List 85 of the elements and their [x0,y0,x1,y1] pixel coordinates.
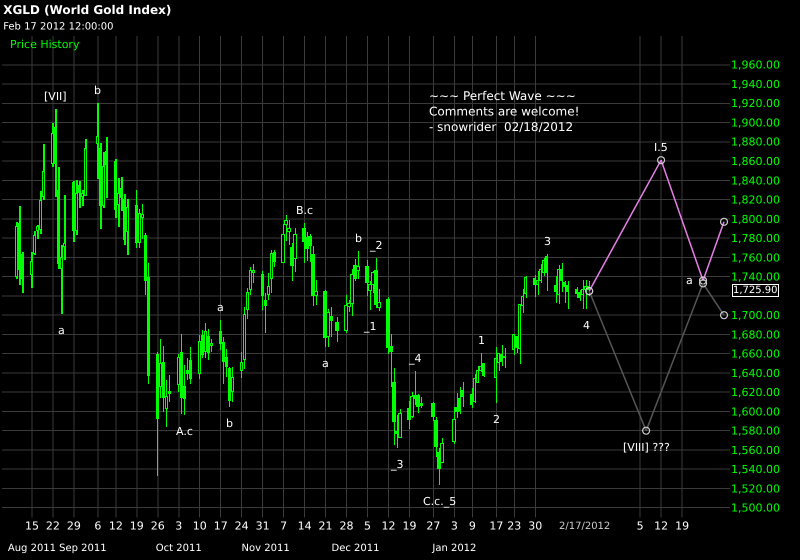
x-tick-label: 22 [46,519,60,532]
candlestick [503,348,506,368]
x-tick-label: 3 [450,519,458,532]
x-tick-label: 30 [528,519,542,532]
x-tick-label: 19 [675,519,690,532]
annotation: _1 [363,320,376,333]
x-tick-label: 15 [24,519,39,532]
y-tick-label: 1,800.00 [731,212,780,226]
annotation: a [58,324,65,337]
x2-tick-label: Dec 2011 [332,543,380,554]
annotation: 2 [493,413,500,426]
x-tick-label: 12 [108,519,123,532]
x2-tick-label: Oct 2011 [156,543,202,554]
annotation: B.c [296,204,314,217]
annotation: 1 [478,334,485,347]
annotation: a [686,274,693,287]
y-tick-label: 1,600.00 [731,405,780,418]
x-tick-label: 14 [298,519,312,532]
x-tick-label: 26 [150,519,165,532]
x-tick-label: 17 [214,519,228,532]
y-tick-label: 1,740.00 [731,270,780,284]
annotation: b [355,232,362,245]
x-tick-label: 24 [234,519,249,532]
x-tick-label: 21 [318,519,333,532]
y-tick-label: 1,760.00 [731,251,780,264]
y-tick-label: 1,520.00 [731,482,780,496]
y-tick-label: 1,620.00 [731,386,780,400]
x-tick-label: 29 [66,519,81,532]
annotation: b [226,417,233,430]
annotation: ~~~ Perfect Wave ~~~ Comments are welcome! - snowrider 02/18/2012 [429,89,580,134]
x-tick-label: 5 [364,519,371,532]
annotation: C.c._5 [423,495,456,508]
y-tick-label: 1,640.00 [731,366,780,380]
x-tick-label: 12 [381,519,396,532]
x-tick-label: 5 [636,519,644,532]
y-tick-label: 1,660.00 [731,348,780,361]
x2-tick-label: Sep 2011 [59,543,107,554]
y-tick-label: 1,560.00 [731,444,780,457]
text: 1,725.90 [733,285,778,296]
x-tick-label: 7 [280,519,288,532]
chart-title: XGLD (World Gold Index) [3,3,172,17]
y-tick-label: 1,860.00 [731,154,780,168]
chart-subtitle: Feb 17 2012 12:00:00 [3,22,114,33]
x2-tick-label: Nov 2011 [242,543,290,554]
x-tick-label: 9 [468,519,476,532]
annotation: _2 [369,239,382,252]
annotation: [VII] [44,90,67,103]
y-tick-label: 1,840.00 [731,174,780,188]
annotation: A.c [176,425,193,438]
annotation: _4 [408,352,422,365]
y-tick-label: 1,960.00 [731,58,780,72]
y-tick-label: 1,700.00 [731,309,780,322]
y-tick-label: 1,500.00 [731,502,780,515]
annotation: [VIII] ??? [623,441,670,454]
x-tick-label: 19 [130,519,144,532]
y-tick-label: 1,940.00 [731,78,780,91]
x-tick-label: 31 [256,519,270,532]
x-tick-label: 19 [402,519,416,532]
annotation: 4 [583,319,590,332]
x-tick-label: 3 [175,519,182,532]
y-tick-label: 1,580.00 [731,424,780,438]
text: 2/17/2012 [559,521,610,532]
annotation: Price History [10,38,80,51]
x-tick-label: 28 [340,519,354,532]
annotation: b [94,84,101,97]
y-tick-label: 1,880.00 [731,136,780,149]
x-tick-label: 17 [489,519,504,532]
annotation: I.5 [654,141,668,154]
x-tick-label: 27 [426,519,440,532]
y-tick-label: 1,780.00 [731,232,780,245]
x-tick-label: 12 [654,519,668,532]
y-tick-label: 1,540.00 [731,463,780,476]
x-tick-label: 6 [94,519,102,532]
x-tick-label: 10 [192,519,207,532]
y-tick-label: 1,920.00 [731,97,780,110]
y-tick-label: 1,820.00 [731,194,780,206]
y-tick-label: 1,680.00 [731,328,780,342]
annotation: 3 [544,235,551,248]
annotation: a [322,357,329,370]
y-tick-label: 1,900.00 [731,116,780,130]
x2-tick-label: Aug 2011 [8,543,56,554]
x2-tick-label: Jan 2012 [431,543,476,554]
annotation: a [217,301,224,314]
x-tick-label: 23 [507,519,522,532]
annotation: _3 [390,458,404,471]
